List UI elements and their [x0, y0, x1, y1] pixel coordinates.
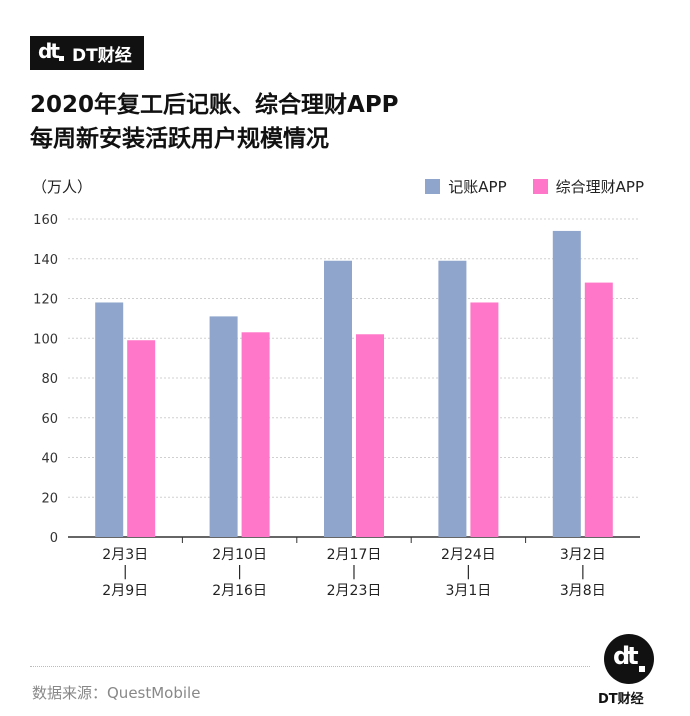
bar-series-1-cat-1: [95, 302, 124, 537]
y-tick-label-0: 0: [50, 531, 58, 546]
x-label-sep-3: |: [352, 564, 357, 580]
x-label-end-5: 3月8日: [560, 583, 606, 599]
data-source: 数据来源：QuestMobile: [32, 684, 201, 702]
chart-title: 2020年复工后记账、综合理财APP 每周新安装活跃用户规模情况: [30, 88, 399, 156]
x-label-sep-1: |: [123, 564, 128, 580]
bar-series-2-cat-3: [356, 334, 384, 537]
y-tick-label-40: 40: [41, 452, 58, 467]
title-line-1: 2020年复工后记账、综合理财APP: [30, 92, 399, 118]
bar-series-1-cat-2: [209, 316, 238, 537]
brand-name: DT财经: [72, 45, 132, 66]
x-label-sep-5: |: [580, 564, 585, 580]
y-tick-label-80: 80: [41, 372, 58, 387]
y-tick-label-60: 60: [41, 412, 58, 427]
footer-divider: [30, 666, 590, 667]
bar-series-1-cat-3: [324, 260, 352, 537]
x-label-start-4: 2月24日: [441, 547, 496, 563]
brand-badge: DT财经: [30, 36, 144, 70]
bar-series-2-cat-4: [470, 302, 499, 537]
bar-series-2-cat-2: [241, 332, 270, 537]
y-tick-label-160: 160: [33, 213, 58, 228]
legend-item-series-1: 记账APP: [425, 176, 507, 197]
legend-label-series-1: 记账APP: [448, 178, 507, 196]
bar-series-2-cat-1: [127, 340, 156, 537]
x-label-start-5: 3月2日: [560, 547, 606, 563]
legend: 记账APP 综合理财APP: [425, 176, 644, 197]
y-tick-label-140: 140: [33, 253, 58, 268]
x-label-start-1: 2月3日: [102, 547, 148, 563]
y-tick-label-20: 20: [41, 491, 58, 506]
y-axis-unit: （万人）: [32, 178, 93, 196]
x-label-end-2: 2月16日: [212, 583, 267, 599]
bar-series-1-cat-5: [552, 230, 581, 538]
y-tick-label-120: 120: [33, 293, 58, 308]
x-label-start-3: 2月17日: [327, 547, 382, 563]
dt-logo-icon: [38, 39, 64, 64]
x-label-end-4: 3月1日: [445, 583, 491, 599]
legend-swatch-series-2: [532, 179, 548, 194]
bar-series-2-cat-5: [584, 282, 613, 537]
bar-series-1-cat-4: [438, 260, 467, 537]
x-label-end-3: 2月23日: [327, 583, 382, 599]
y-tick-label-100: 100: [33, 332, 58, 347]
x-label-end-1: 2月9日: [102, 583, 148, 599]
logo-text: DT财经: [598, 692, 644, 707]
x-label-sep-2: |: [237, 564, 242, 580]
title-line-2: 每周新安装活跃用户规模情况: [30, 126, 329, 152]
dt-round-logo-icon: [604, 634, 654, 684]
x-label-sep-4: |: [466, 564, 471, 580]
legend-item-series-2: 综合理财APP: [532, 176, 644, 197]
legend-label-series-2: 综合理财APP: [555, 178, 644, 196]
legend-swatch-series-1: [425, 179, 441, 194]
x-label-start-2: 2月10日: [212, 547, 267, 563]
